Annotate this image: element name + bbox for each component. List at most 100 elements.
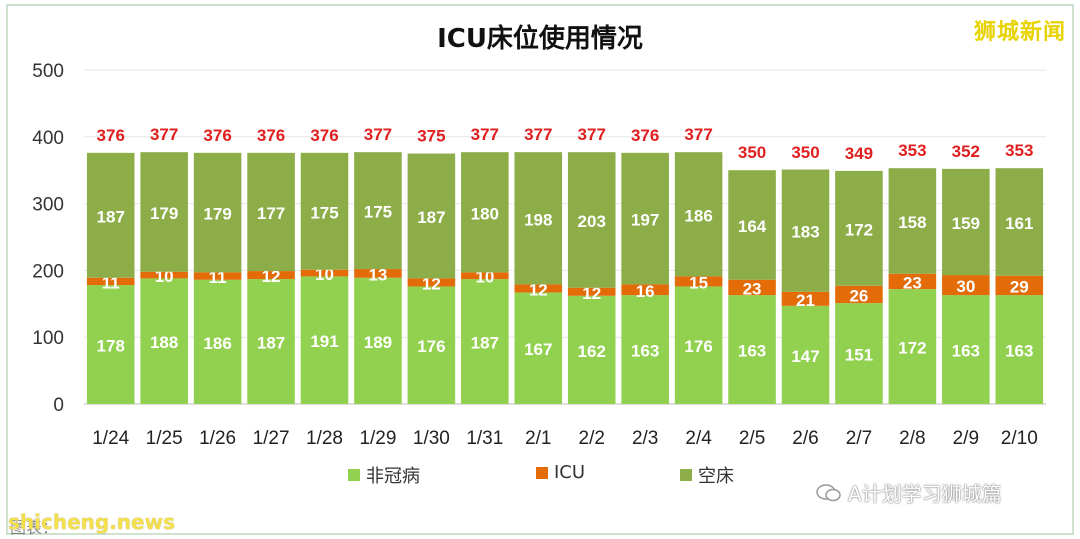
x-tick-label: 1/26 — [199, 428, 236, 449]
total-label: 376 — [203, 126, 231, 145]
total-label: 352 — [952, 142, 980, 161]
y-tick-label: 300 — [32, 195, 64, 216]
total-label: 376 — [257, 126, 285, 145]
bar-segment — [781, 291, 830, 306]
bar-segment — [407, 286, 456, 404]
bar-segment — [674, 152, 723, 277]
data-label: 23 — [743, 279, 762, 298]
data-label: 164 — [738, 217, 767, 236]
data-label: 183 — [791, 223, 819, 242]
bar-segment — [728, 295, 776, 404]
bar-segment — [942, 168, 990, 276]
y-tick-label: 0 — [53, 395, 64, 416]
bar-segment — [995, 168, 1044, 276]
bar-segment — [942, 295, 990, 404]
bar-segment — [781, 169, 830, 292]
bar-segment — [674, 286, 723, 404]
data-label: 187 — [417, 208, 445, 227]
total-label: 349 — [845, 144, 873, 163]
total-label: 353 — [1005, 141, 1033, 160]
data-label: 187 — [471, 334, 499, 353]
bar-segment — [567, 152, 616, 288]
data-label: 172 — [845, 220, 873, 239]
bar-segment — [140, 278, 188, 404]
chart-title: ICU床位使用情况 — [437, 24, 643, 54]
data-label: 203 — [578, 212, 606, 231]
x-tick-label: 2/5 — [739, 428, 765, 449]
data-label: 162 — [578, 342, 606, 361]
x-tick-label: 2/2 — [579, 428, 605, 449]
data-label: 163 — [631, 342, 659, 361]
total-label: 377 — [150, 125, 178, 144]
bar-segment — [247, 152, 295, 272]
bar-segment — [514, 152, 563, 285]
data-label: 191 — [310, 332, 338, 351]
data-label: 12 — [582, 284, 601, 303]
data-label: 180 — [471, 204, 499, 223]
bar-segment — [86, 285, 135, 404]
total-label: 377 — [578, 125, 606, 144]
x-tick-label: 1/31 — [466, 428, 503, 449]
data-label: 179 — [203, 205, 231, 224]
data-label: 186 — [203, 334, 231, 353]
bar-segment — [888, 289, 937, 404]
data-label: 167 — [524, 340, 552, 359]
wechat-icon — [816, 483, 841, 501]
data-label: 12 — [262, 267, 281, 286]
legend-swatch — [536, 466, 548, 479]
bar-segment — [995, 275, 1044, 296]
data-label: 11 — [209, 268, 227, 287]
data-label: 161 — [1005, 214, 1033, 233]
bar-segment — [407, 278, 456, 287]
bar-segment — [300, 269, 349, 277]
bar-segment — [461, 272, 509, 280]
data-label: 13 — [368, 265, 387, 284]
data-label: 12 — [529, 280, 548, 299]
bar-segment — [354, 269, 402, 278]
total-label: 353 — [898, 141, 926, 160]
legend-item: 非冠病 — [348, 462, 420, 488]
bar-segment — [140, 152, 188, 272]
bar-segment — [300, 276, 349, 404]
bar-segment — [461, 279, 509, 404]
bar-segment — [247, 279, 295, 404]
data-label: 15 — [689, 273, 708, 292]
bar-segment — [728, 170, 776, 280]
data-label: 26 — [849, 286, 868, 305]
data-label: 186 — [684, 206, 712, 225]
data-label: 176 — [684, 337, 712, 356]
x-tick-label: 2/9 — [953, 428, 979, 449]
wechat-label: A计划学习狮城篇 — [848, 482, 1002, 506]
total-label: 377 — [471, 125, 499, 144]
bar-segment — [193, 152, 242, 273]
data-label: 198 — [524, 210, 552, 229]
data-label: 177 — [257, 204, 285, 223]
x-tick-label: 1/30 — [413, 428, 450, 449]
total-label: 376 — [631, 126, 659, 145]
bar-segment — [247, 271, 295, 280]
data-label: 178 — [97, 337, 125, 356]
bar-segment — [835, 170, 883, 286]
data-label: 147 — [791, 347, 819, 366]
bar-segment — [888, 273, 937, 290]
data-label: 23 — [903, 273, 922, 292]
x-tick-label: 2/6 — [792, 428, 818, 449]
data-label: 10 — [315, 265, 334, 284]
total-label: 375 — [417, 127, 445, 146]
data-label: 21 — [796, 291, 815, 310]
bar-segment — [86, 277, 135, 286]
total-label: 376 — [97, 126, 125, 145]
bar-segment — [407, 153, 456, 279]
data-label: 29 — [1010, 277, 1029, 296]
bar-segment — [461, 152, 509, 273]
legend-swatch — [348, 469, 360, 481]
bar-segment — [621, 295, 669, 404]
wechat-watermark: A计划学习狮城篇 — [816, 478, 1002, 507]
data-label: 10 — [155, 267, 174, 286]
bar-segment — [86, 152, 135, 278]
site-watermark: shicheng.news — [8, 510, 175, 534]
data-label: 187 — [97, 207, 125, 226]
bar-segment — [567, 295, 616, 404]
data-label: 30 — [956, 277, 975, 296]
x-tick-label: 1/28 — [306, 428, 343, 449]
